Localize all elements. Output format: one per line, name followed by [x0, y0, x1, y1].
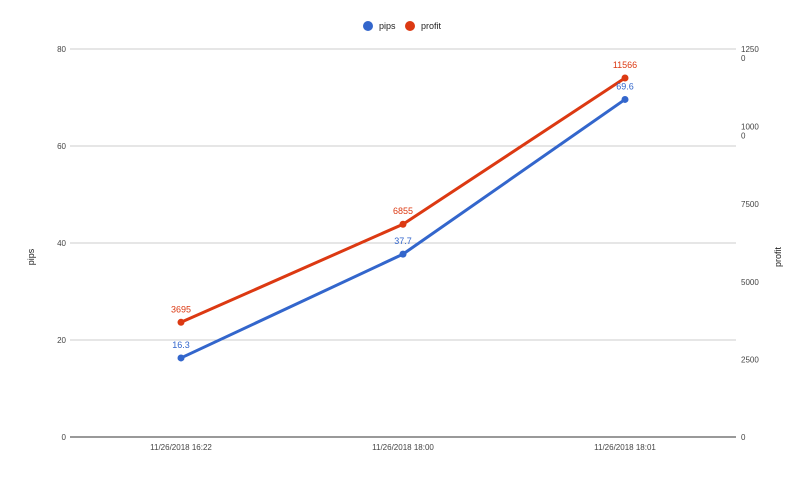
legend-label-pips: pips — [379, 21, 396, 31]
legend-marker-pips — [363, 21, 373, 31]
legend-item-profit[interactable]: profit — [405, 21, 442, 31]
right-tick-label: 5000 — [741, 278, 759, 287]
x-tick-label: 11/26/2018 18:00 — [372, 443, 434, 452]
data-point-profit[interactable] — [177, 318, 185, 326]
data-label-pips: 37.7 — [394, 236, 412, 246]
series-line-pips — [180, 98, 626, 360]
left-axis-ticks: 0 20 40 60 80 — [57, 45, 66, 442]
legend-item-pips[interactable]: pips — [363, 21, 396, 31]
data-point-pips[interactable] — [399, 250, 407, 258]
series-profit: 3695 6855 11566 — [171, 60, 637, 326]
legend-label-profit: profit — [421, 21, 442, 31]
left-axis-title: pips — [26, 248, 36, 265]
right-tick-label: 0 — [741, 433, 746, 442]
right-axis-ticks: 0 2500 5000 7500 1000 0 1250 0 — [741, 45, 759, 442]
legend[interactable]: pips profit — [363, 21, 442, 31]
right-tick-label: 7500 — [741, 200, 759, 209]
right-tick-label: 1000 0 — [741, 123, 759, 141]
left-tick-label: 80 — [57, 45, 66, 54]
data-label-profit: 11566 — [613, 60, 637, 70]
gridlines — [70, 48, 736, 341]
data-point-pips[interactable] — [621, 95, 629, 103]
series-pips: 16.3 37.7 69.6 — [172, 81, 634, 362]
left-tick-label: 0 — [62, 433, 67, 442]
right-tick-label: 2500 — [741, 355, 759, 364]
left-tick-label: 40 — [57, 239, 66, 248]
x-tick-label: 11/26/2018 16:22 — [150, 443, 212, 452]
x-tick-label: 11/26/2018 18:01 — [594, 443, 656, 452]
right-axis-title: profit — [773, 247, 783, 268]
data-point-profit[interactable] — [621, 74, 629, 82]
series-line-profit — [180, 76, 626, 324]
series-layer: 3695 6855 11566 16.3 37.7 69.6 — [171, 60, 637, 362]
data-label-profit: 6855 — [393, 206, 413, 216]
x-axis-ticks: 11/26/2018 16:22 11/26/2018 18:00 11/26/20… — [150, 443, 656, 452]
left-tick-label: 20 — [57, 336, 66, 345]
legend-marker-profit — [405, 21, 415, 31]
left-tick-label: 60 — [57, 142, 66, 151]
data-point-profit[interactable] — [399, 220, 407, 228]
right-tick-label: 1250 0 — [741, 45, 759, 63]
data-label-pips: 69.6 — [616, 81, 634, 91]
data-label-pips: 16.3 — [172, 340, 190, 350]
data-label-profit: 3695 — [171, 304, 191, 314]
data-point-pips[interactable] — [177, 354, 185, 362]
